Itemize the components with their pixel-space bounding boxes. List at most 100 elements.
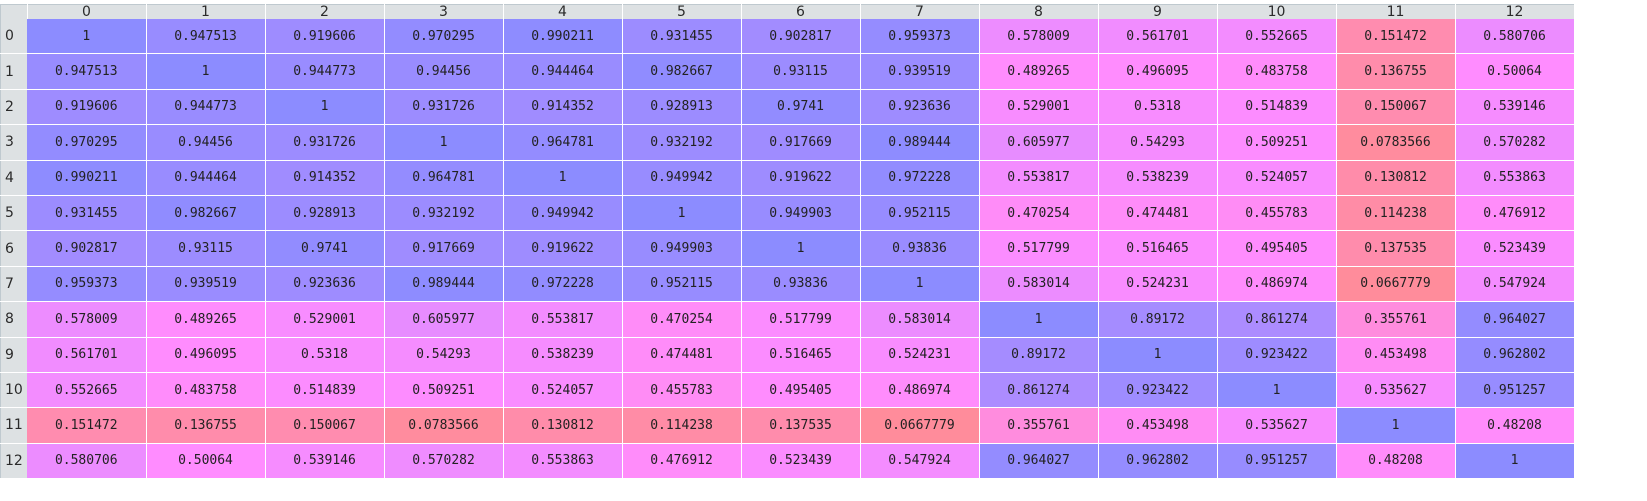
table-cell[interactable]: 0.93836: [741, 266, 861, 303]
table-cell[interactable]: 0.114238: [622, 407, 742, 444]
table-cell[interactable]: 0.982667: [622, 53, 742, 90]
table-cell[interactable]: 0.523439: [1455, 230, 1575, 267]
table-cell[interactable]: 0.517799: [741, 301, 861, 338]
table-cell[interactable]: 0.914352: [503, 89, 623, 126]
column-header[interactable]: 0: [27, 4, 147, 19]
row-header[interactable]: 1: [0, 53, 27, 90]
table-cell[interactable]: 0.48208: [1455, 407, 1575, 444]
table-cell[interactable]: 0.9741: [741, 89, 861, 126]
table-cell[interactable]: 0.130812: [503, 407, 623, 444]
table-cell[interactable]: 0.989444: [384, 266, 504, 303]
column-header[interactable]: 6: [741, 4, 861, 19]
table-cell[interactable]: 0.94456: [146, 124, 266, 161]
table-cell[interactable]: 0.524057: [503, 372, 623, 409]
row-header[interactable]: 6: [0, 230, 27, 267]
table-cell[interactable]: 0.972228: [860, 160, 980, 196]
table-cell[interactable]: 0.0667779: [1336, 266, 1456, 303]
table-cell[interactable]: 0.962802: [1455, 337, 1575, 373]
table-cell[interactable]: 1: [503, 160, 623, 196]
table-cell[interactable]: 0.932192: [622, 124, 742, 161]
table-cell[interactable]: 0.917669: [384, 230, 504, 267]
column-header[interactable]: 2: [265, 4, 385, 19]
column-header[interactable]: 1: [146, 4, 266, 19]
table-cell[interactable]: 0.931726: [384, 89, 504, 126]
table-cell[interactable]: 0.453498: [1336, 337, 1456, 373]
table-cell[interactable]: 0.570282: [384, 443, 504, 480]
table-cell[interactable]: 0.0783566: [1336, 124, 1456, 161]
table-cell[interactable]: 0.539146: [1455, 89, 1575, 126]
table-cell[interactable]: 0.355761: [979, 407, 1099, 444]
column-header[interactable]: 9: [1098, 4, 1218, 19]
table-cell[interactable]: 0.952115: [860, 195, 980, 232]
table-cell[interactable]: 0.944773: [146, 89, 266, 126]
table-cell[interactable]: 0.580706: [1455, 19, 1575, 55]
table-cell[interactable]: 0.962802: [1098, 443, 1218, 480]
table-cell[interactable]: 0.483758: [146, 372, 266, 409]
table-cell[interactable]: 0.0783566: [384, 407, 504, 444]
table-cell[interactable]: 0.552665: [27, 372, 147, 409]
table-cell[interactable]: 0.570282: [1455, 124, 1575, 161]
table-cell[interactable]: 0.964781: [384, 160, 504, 196]
table-cell[interactable]: 0.919606: [265, 19, 385, 55]
row-header[interactable]: 4: [0, 160, 27, 196]
table-cell[interactable]: 0.455783: [1217, 195, 1337, 232]
table-cell[interactable]: 0.355761: [1336, 301, 1456, 338]
table-cell[interactable]: 0.990211: [27, 160, 147, 196]
table-cell[interactable]: 0.524231: [860, 337, 980, 373]
table-cell[interactable]: 0.605977: [979, 124, 1099, 161]
row-header[interactable]: 3: [0, 124, 27, 161]
table-cell[interactable]: 0.93836: [860, 230, 980, 267]
table-cell[interactable]: 0.964027: [979, 443, 1099, 480]
table-cell[interactable]: 0.944464: [503, 53, 623, 90]
table-cell[interactable]: 0.48208: [1336, 443, 1456, 480]
column-header[interactable]: 5: [622, 4, 742, 19]
table-cell[interactable]: 0.553863: [1455, 160, 1575, 196]
table-cell[interactable]: 0.553863: [503, 443, 623, 480]
table-cell[interactable]: 0.538239: [1098, 160, 1218, 196]
column-header[interactable]: 10: [1217, 4, 1337, 19]
table-cell[interactable]: 0.561701: [27, 337, 147, 373]
table-cell[interactable]: 1: [860, 266, 980, 303]
table-cell[interactable]: 0.923636: [860, 89, 980, 126]
table-cell[interactable]: 0.496095: [1098, 53, 1218, 90]
table-cell[interactable]: 0.476912: [1455, 195, 1575, 232]
table-cell[interactable]: 0.902817: [27, 230, 147, 267]
table-cell[interactable]: 0.919622: [741, 160, 861, 196]
table-cell[interactable]: 0.923636: [265, 266, 385, 303]
table-cell[interactable]: 0.474481: [1098, 195, 1218, 232]
table-cell[interactable]: 0.93115: [146, 230, 266, 267]
table-cell[interactable]: 0.949942: [622, 160, 742, 196]
table-cell[interactable]: 0.931455: [622, 19, 742, 55]
table-cell[interactable]: 0.552665: [1217, 19, 1337, 55]
table-cell[interactable]: 0.931455: [27, 195, 147, 232]
table-cell[interactable]: 0.151472: [1336, 19, 1456, 55]
table-cell[interactable]: 0.917669: [741, 124, 861, 161]
table-cell[interactable]: 0.486974: [1217, 266, 1337, 303]
table-cell[interactable]: 0.539146: [265, 443, 385, 480]
table-cell[interactable]: 0.583014: [860, 301, 980, 338]
table-cell[interactable]: 0.578009: [979, 19, 1099, 55]
table-cell[interactable]: 0.136755: [146, 407, 266, 444]
table-cell[interactable]: 0.928913: [622, 89, 742, 126]
table-cell[interactable]: 0.495405: [741, 372, 861, 409]
table-cell[interactable]: 0.923422: [1217, 337, 1337, 373]
table-cell[interactable]: 0.914352: [265, 160, 385, 196]
row-header[interactable]: 2: [0, 89, 27, 126]
table-cell[interactable]: 0.944773: [265, 53, 385, 90]
table-cell[interactable]: 0.50064: [146, 443, 266, 480]
table-cell[interactable]: 0.947513: [27, 53, 147, 90]
table-cell[interactable]: 0.54293: [1098, 124, 1218, 161]
row-header[interactable]: 5: [0, 195, 27, 232]
table-cell[interactable]: 0.509251: [384, 372, 504, 409]
table-cell[interactable]: 0.94456: [384, 53, 504, 90]
table-cell[interactable]: 0.939519: [146, 266, 266, 303]
table-cell[interactable]: 0.982667: [146, 195, 266, 232]
table-cell[interactable]: 0.483758: [1217, 53, 1337, 90]
table-cell[interactable]: 0.514839: [265, 372, 385, 409]
table-cell[interactable]: 0.5318: [1098, 89, 1218, 126]
table-cell[interactable]: 0.93115: [741, 53, 861, 90]
table-cell[interactable]: 0.517799: [979, 230, 1099, 267]
table-cell[interactable]: 0.947513: [146, 19, 266, 55]
row-header[interactable]: 9: [0, 337, 27, 373]
table-cell[interactable]: 0.919606: [27, 89, 147, 126]
